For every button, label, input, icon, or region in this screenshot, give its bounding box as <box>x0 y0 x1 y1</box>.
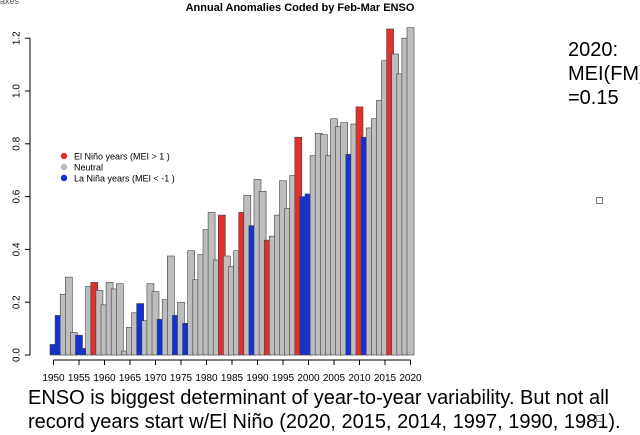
x-tick-label: 1955 <box>68 373 91 384</box>
legend-label-N: Neutral <box>74 163 103 173</box>
y-tick-label: 0.2 <box>12 295 23 309</box>
caption-line-1: ENSO is biggest determinant of year-to-y… <box>28 387 609 409</box>
y-tick-label: 1.2 <box>12 31 23 45</box>
x-tick-label: 1975 <box>170 373 193 384</box>
x-tick-label: 1960 <box>93 373 116 384</box>
x-tick-label: 2000 <box>297 373 320 384</box>
slide-marker-top <box>596 197 603 204</box>
bar-1953 <box>65 276 73 356</box>
annotation-2020-mei: 2020: MEI(FM) =0.15 <box>568 39 640 109</box>
slide-caption: ENSO is biggest determinant of year-to-y… <box>28 386 640 434</box>
bar-1955 <box>75 334 83 356</box>
x-tick-label: 1970 <box>144 373 167 384</box>
x-axis: 1950 1955 1960 1965 1970 1975 1980 1985 1990 1995… <box>42 359 422 384</box>
y-tick-label: 1.0 <box>12 84 23 98</box>
caption-line-2: record years start w/El Niño (2020, 2015… <box>28 411 621 433</box>
x-tick-label: 1980 <box>195 373 218 384</box>
enso-bar-chart: Annual Anomalies Coded by Feb-Mar ENSO 0… <box>12 2 423 384</box>
x-tick-label: 2020 <box>399 373 422 384</box>
x-tick-label: 2005 <box>323 373 346 384</box>
legend-marker-N <box>60 163 68 171</box>
chart-title: Annual Anomalies Coded by Feb-Mar ENSO <box>186 2 415 14</box>
bar-2020 <box>406 27 415 356</box>
legend-marker-L <box>60 174 68 182</box>
x-tick-label: 1985 <box>221 373 244 384</box>
y-axis: 0.0 0.2 0.4 0.6 0.8 1.0 1.2 <box>12 31 31 362</box>
bar-1963 <box>116 283 124 356</box>
legend-label-E: El Niño years (MEI > 1 ) <box>74 152 170 162</box>
x-tick-label: 2015 <box>374 373 397 384</box>
bar-1973 <box>167 255 175 356</box>
y-tick-label: 0.8 <box>12 136 23 150</box>
clipped-top-text: axes <box>0 0 20 6</box>
bars-group <box>49 27 415 356</box>
x-tick-label: 1995 <box>272 373 295 384</box>
y-tick-label: 0.4 <box>12 242 23 256</box>
y-tick-label: 0.6 <box>12 189 23 203</box>
slide-marker-bottom <box>596 415 603 422</box>
x-tick-label: 2010 <box>348 373 371 384</box>
legend-marker-E <box>60 152 68 160</box>
x-tick-label: 1950 <box>42 373 65 384</box>
x-tick-label: 1965 <box>119 373 142 384</box>
legend-label-L: La Niña years (MEI < -1 ) <box>74 174 175 184</box>
y-tick-label: 0.0 <box>12 348 23 362</box>
x-tick-label: 1990 <box>246 373 269 384</box>
